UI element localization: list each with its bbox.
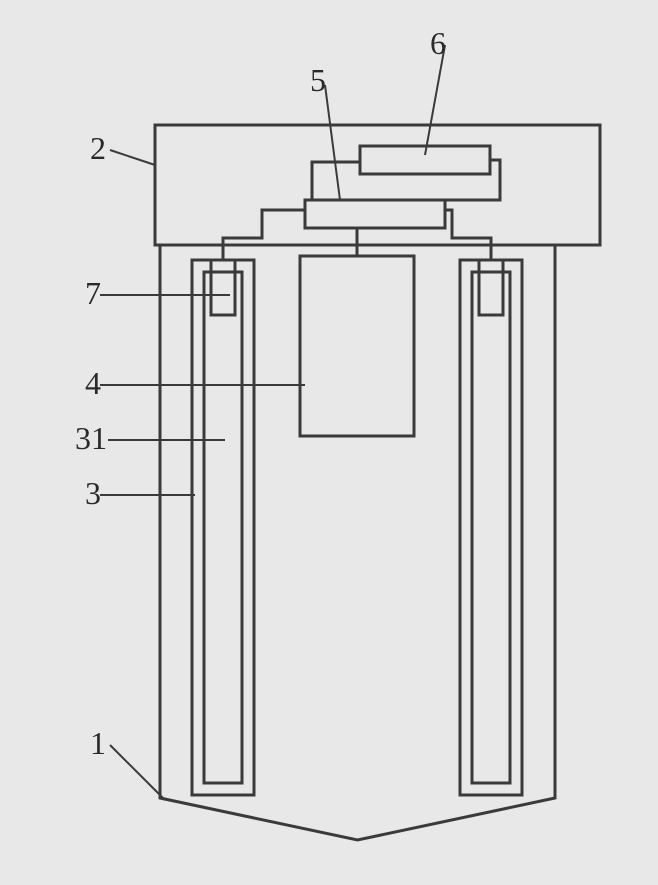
body-outer: [160, 245, 555, 840]
tube-left-outer: [192, 260, 254, 795]
label-5: 5: [310, 62, 326, 99]
leader-2: [110, 150, 155, 165]
label-3: 3: [85, 475, 101, 512]
label-1: 1: [90, 725, 106, 762]
tube-left-inner: [204, 272, 242, 783]
center-block: [300, 256, 414, 436]
tube-right-outer: [460, 260, 522, 795]
label-6: 6: [430, 25, 446, 62]
wire-left: [223, 210, 305, 260]
bar-lower: [305, 200, 445, 228]
leader-1: [110, 745, 165, 800]
tube-right-inner: [472, 272, 510, 783]
plug-right: [479, 260, 503, 315]
label-31: 31: [75, 420, 107, 457]
wire-right: [445, 210, 491, 260]
label-2: 2: [90, 130, 106, 167]
label-7: 7: [85, 275, 101, 312]
label-4: 4: [85, 365, 101, 402]
leader-5: [325, 85, 340, 200]
diagram-root: 1 2 3 31 4 5 6 7: [0, 0, 658, 880]
plug-left: [211, 260, 235, 315]
